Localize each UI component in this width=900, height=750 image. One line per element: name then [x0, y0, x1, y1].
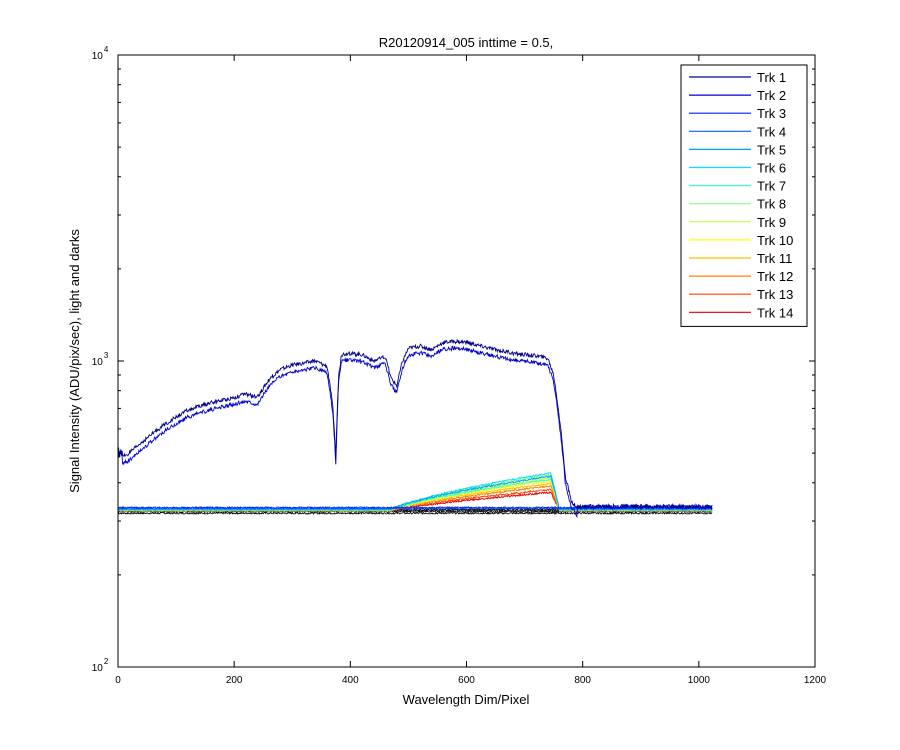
- legend-box: [680, 64, 808, 327]
- x-tick-label: 1000: [688, 675, 711, 686]
- legend-label: Trk 10: [757, 233, 793, 248]
- y-tick-label: 104: [92, 45, 109, 62]
- x-tick-label: 800: [574, 675, 591, 686]
- series-line-dark-1: [118, 511, 713, 516]
- axis-ticks: 0 200 400 600 800 1000 1200 102 103 104: [92, 45, 827, 686]
- x-axis-label: Wavelength Dim/Pixel: [403, 692, 530, 707]
- legend-label: Trk 8: [757, 197, 786, 212]
- series-line-trk-2: [118, 345, 713, 519]
- legend: Trk 1 Trk 2 Trk 3 Trk 4 Trk 5 Trk 6 Trk 7 Trk 8…: [680, 64, 808, 327]
- legend-label: Trk 14: [757, 305, 793, 320]
- y-axis-label: Signal Intensity (ADU/pix/sec), light an…: [67, 229, 82, 493]
- legend-label: Trk 5: [757, 142, 786, 157]
- legend-label: Trk 9: [757, 215, 786, 230]
- legend-label: Trk 7: [757, 179, 786, 194]
- y-tick-label: 103: [92, 351, 109, 368]
- x-tick-label: 400: [342, 675, 359, 686]
- legend-label: Trk 11: [757, 251, 792, 266]
- x-tick-label: 0: [115, 675, 121, 686]
- data-layer: [118, 339, 713, 519]
- legend-label: Trk 6: [757, 161, 786, 176]
- legend-label: Trk 12: [757, 269, 793, 284]
- x-tick-label: 600: [458, 675, 475, 686]
- y-tick-label: 102: [92, 657, 109, 674]
- x-tick-label: 200: [226, 675, 243, 686]
- x-tick-label: 1200: [804, 675, 827, 686]
- series-line-trk-5: [118, 474, 713, 512]
- series-line-dark-2: [118, 509, 713, 514]
- series-line-trk-1: [118, 339, 713, 510]
- legend-label: Trk 4: [757, 124, 786, 139]
- legend-label: Trk 3: [757, 106, 786, 121]
- chart-title: R20120914_005 inttime = 0.5,: [379, 35, 554, 50]
- legend-label: Trk 13: [757, 287, 793, 302]
- legend-label: Trk 1: [757, 70, 786, 85]
- legend-label: Trk 2: [757, 88, 786, 103]
